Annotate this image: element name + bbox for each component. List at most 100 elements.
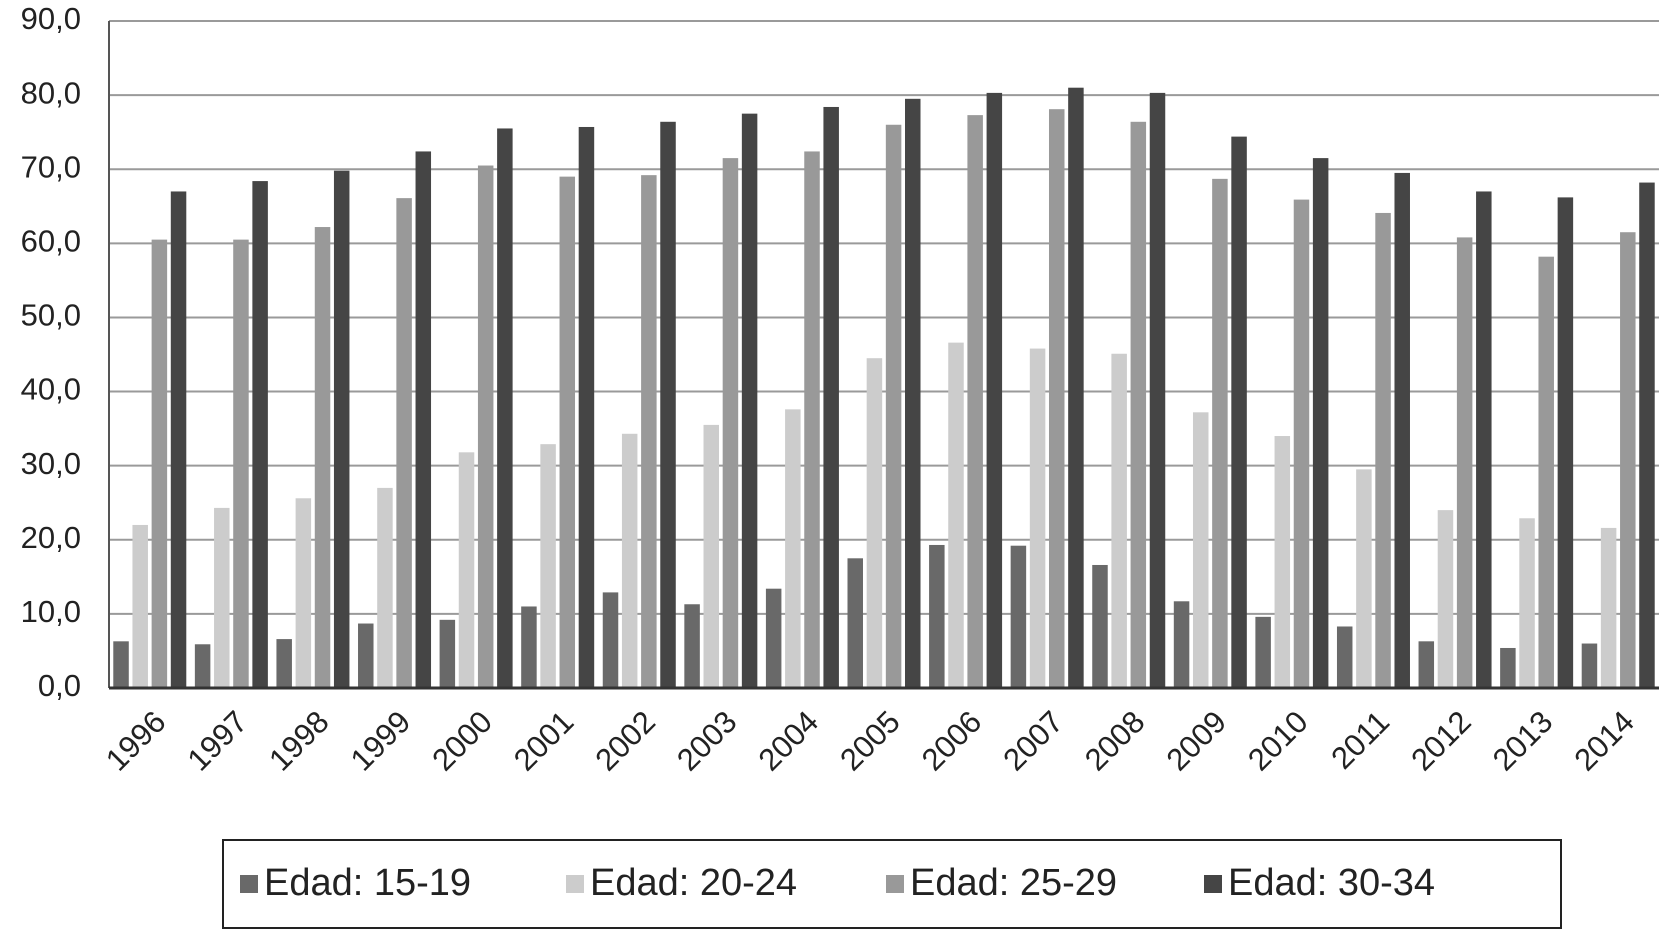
x-tick-label: 2005 <box>833 704 907 778</box>
bar <box>602 592 619 688</box>
x-tick-label: 2010 <box>1241 704 1315 778</box>
bar <box>151 239 168 688</box>
x-tick-label: 1997 <box>181 704 255 778</box>
bar <box>1231 136 1247 688</box>
bar <box>703 424 720 688</box>
bar <box>1600 527 1617 688</box>
bar <box>1639 182 1655 688</box>
x-tick-label: 2000 <box>425 704 499 778</box>
legend-swatch <box>566 875 584 893</box>
bar <box>295 498 312 688</box>
bar <box>194 644 211 688</box>
x-tick-label: 2013 <box>1486 704 1560 778</box>
y-tick-label: 90,0 <box>21 1 81 36</box>
x-tick-label: 2004 <box>752 704 826 778</box>
bar <box>722 158 739 688</box>
bar <box>621 433 638 688</box>
bar <box>1500 647 1516 688</box>
bar <box>521 606 537 688</box>
bar <box>458 452 475 688</box>
legend: Edad: 15-19 Edad: 20-24 Edad: 25-29 Edad: 3… <box>240 862 1435 904</box>
bar <box>1010 545 1027 688</box>
legend-label: Edad: 15-19 <box>264 862 471 904</box>
x-tick-label: 2007 <box>996 704 1070 778</box>
bar <box>214 507 230 688</box>
x-tick-label: 2014 <box>1567 704 1641 778</box>
bar <box>377 487 393 688</box>
bar <box>741 113 758 688</box>
bar <box>660 121 676 688</box>
bar <box>1375 212 1391 688</box>
bar <box>497 128 513 688</box>
bar <box>1149 92 1166 689</box>
bar <box>252 181 268 688</box>
y-tick-label: 50,0 <box>21 298 81 333</box>
bar <box>333 170 350 688</box>
legend-box <box>222 839 1562 929</box>
bar <box>578 126 595 689</box>
bar <box>439 619 456 688</box>
y-tick-label: 70,0 <box>21 149 81 184</box>
y-tick-label: 40,0 <box>21 372 81 407</box>
x-tick-label: 2012 <box>1404 704 1478 778</box>
bar <box>540 444 556 688</box>
bar <box>396 198 412 688</box>
x-tick-label: 1999 <box>344 704 418 778</box>
bar <box>885 124 902 688</box>
bar <box>823 106 839 689</box>
y-tick-label: 20,0 <box>21 520 81 555</box>
bar <box>559 176 576 688</box>
bar <box>986 92 1003 689</box>
bar <box>804 151 820 689</box>
bar <box>905 98 921 689</box>
bar <box>785 409 801 688</box>
bar <box>1456 237 1473 688</box>
bar <box>1519 518 1535 688</box>
bar <box>847 558 863 688</box>
bar <box>641 175 657 688</box>
x-tick-label: 2002 <box>588 704 662 778</box>
bar <box>1581 643 1598 688</box>
bar <box>170 191 187 688</box>
bar <box>684 604 700 688</box>
x-tick-label: 1996 <box>99 704 173 778</box>
bar <box>967 115 983 689</box>
bar <box>1255 616 1271 688</box>
bar <box>314 227 331 689</box>
legend-label: Edad: 25-29 <box>910 862 1117 904</box>
x-tick-label: 2003 <box>670 704 744 778</box>
bar <box>1557 197 1574 688</box>
bar <box>1212 178 1228 688</box>
y-tick-label: 0,0 <box>38 668 81 703</box>
bar <box>1068 87 1084 688</box>
bar <box>113 641 129 688</box>
y-tick-label: 80,0 <box>21 75 81 110</box>
x-tick-label: 2009 <box>1160 704 1234 778</box>
bar <box>1111 353 1127 688</box>
bar <box>477 165 494 688</box>
x-tick-label: 2006 <box>915 704 989 778</box>
bar <box>1476 191 1492 688</box>
bar <box>415 151 432 689</box>
bar <box>1173 601 1190 688</box>
legend-label: Edad: 20-24 <box>590 862 797 904</box>
bar <box>1293 199 1310 688</box>
bar <box>276 639 292 688</box>
x-tick-label: 2011 <box>1324 704 1396 776</box>
bar <box>1437 510 1454 688</box>
bar <box>1192 412 1209 688</box>
bar <box>1418 641 1435 688</box>
bar <box>765 588 782 688</box>
bar <box>132 524 148 688</box>
bar <box>1130 121 1147 688</box>
bar <box>1394 172 1410 688</box>
bar <box>1312 158 1329 688</box>
x-tick-label: 2001 <box>507 704 581 778</box>
bar <box>358 623 374 688</box>
bar <box>1274 436 1291 688</box>
bar <box>1029 348 1046 688</box>
bar <box>1336 626 1353 688</box>
legend-swatch <box>886 875 904 893</box>
legend-swatch <box>1204 875 1222 893</box>
